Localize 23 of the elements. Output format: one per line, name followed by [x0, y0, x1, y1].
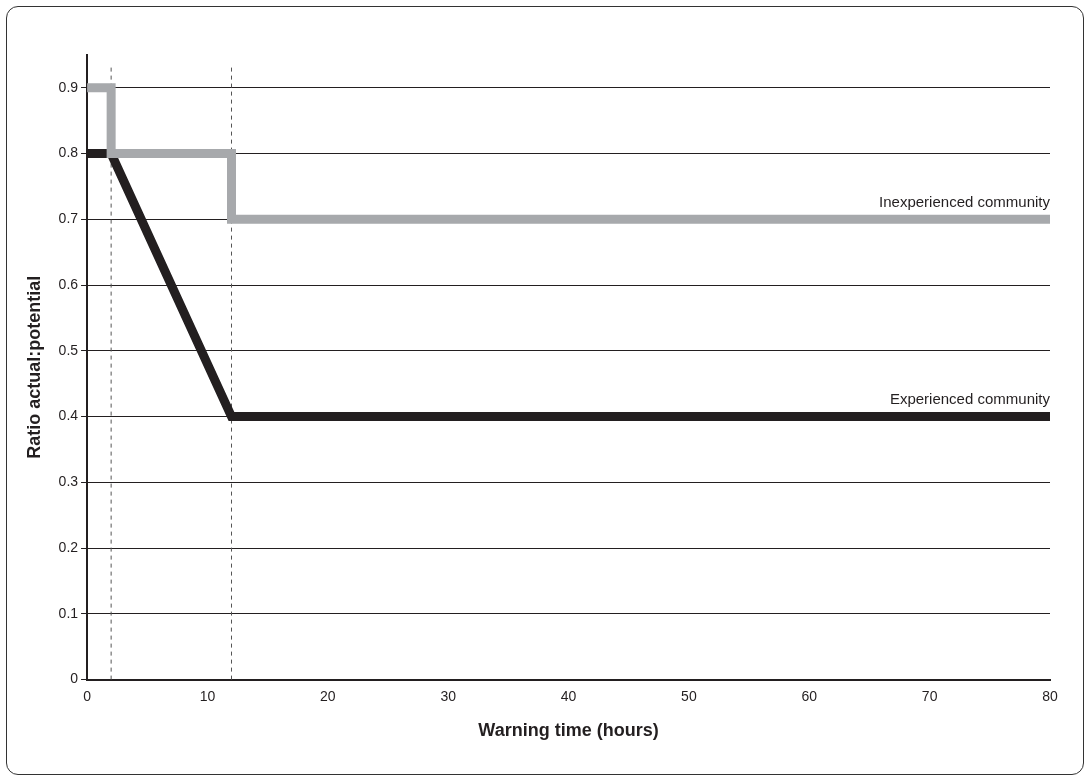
- x-tick-label: 50: [681, 687, 697, 704]
- y-axis-title: Ratio actual:potential: [23, 275, 44, 459]
- x-tick-label: 60: [801, 687, 818, 704]
- series-label: Experienced community: [889, 390, 1051, 408]
- y-tick-label: 0.5: [58, 341, 79, 358]
- series-label: Inexperienced community: [879, 193, 1051, 211]
- y-tick-label: 0.6: [58, 275, 79, 292]
- x-tick-label: 80: [1042, 687, 1058, 704]
- y-tick-label: 0.7: [58, 210, 79, 227]
- x-tick-label: 40: [560, 687, 577, 704]
- y-tick-label: 0.1: [58, 604, 79, 621]
- x-tick-label: 30: [440, 687, 457, 704]
- y-tick-label: 0.9: [58, 78, 79, 95]
- x-tick-label: 10: [199, 687, 216, 704]
- x-tick-label: 70: [921, 687, 938, 704]
- y-tick-label: 0.2: [58, 538, 79, 555]
- y-tick-label: 0.4: [58, 407, 79, 424]
- y-tick-label: 0.8: [58, 144, 79, 161]
- y-tick-label: 0: [70, 670, 79, 687]
- x-axis-title: Warning time (hours): [478, 720, 659, 741]
- x-tick-label: 0: [83, 687, 92, 704]
- y-tick-label: 0.3: [58, 473, 79, 490]
- x-tick-label: 20: [320, 687, 336, 704]
